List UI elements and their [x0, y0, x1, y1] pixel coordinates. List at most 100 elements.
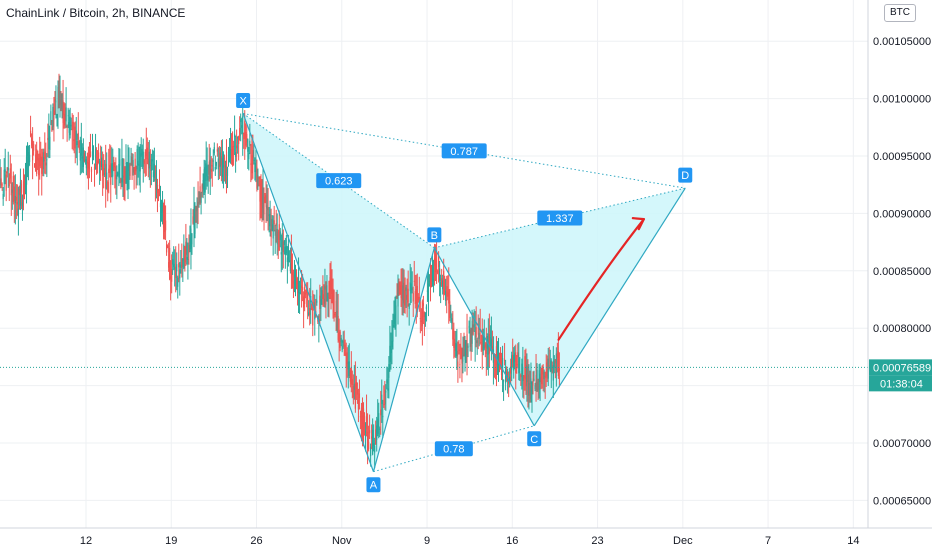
candle-body — [332, 288, 334, 305]
candle-body — [119, 159, 121, 166]
candle-body — [305, 292, 307, 295]
candle-body — [238, 135, 240, 145]
candle-body — [297, 271, 300, 294]
candle-body — [239, 127, 241, 136]
candle-body — [426, 290, 429, 292]
candle-body — [421, 301, 423, 327]
current-price-value: 0.00076589 — [873, 362, 931, 374]
candle-body — [522, 366, 524, 381]
candle-body — [76, 141, 78, 146]
candle-body — [428, 281, 431, 283]
candle-body — [431, 265, 434, 282]
x-tick-label: Nov — [332, 535, 352, 547]
candle-body — [457, 361, 459, 367]
candle-body — [23, 185, 26, 192]
candle-body — [80, 140, 82, 156]
candle-body — [512, 354, 514, 363]
candle-body — [140, 153, 142, 157]
candle-body — [171, 269, 173, 282]
candle-body — [10, 182, 12, 196]
candle-body — [404, 290, 406, 306]
candle-body — [360, 407, 363, 422]
candle-body — [363, 415, 366, 422]
candle-body — [57, 86, 59, 109]
candle-body — [154, 178, 157, 180]
candle-body — [546, 362, 548, 377]
candle-body — [419, 318, 421, 320]
candle-body — [460, 346, 462, 359]
candle-body — [528, 383, 530, 396]
candle-body — [83, 153, 85, 162]
candle-body — [172, 259, 174, 265]
candle-body — [280, 252, 282, 255]
candle-body — [362, 408, 365, 433]
candle-body — [274, 229, 276, 236]
currency-badge[interactable]: BTC — [884, 4, 916, 22]
candle-body — [162, 204, 165, 228]
candle-body — [221, 157, 224, 177]
candle-body — [551, 368, 553, 370]
candle-body — [134, 158, 136, 175]
leg-bc — [433, 247, 535, 427]
candle-body — [110, 163, 112, 185]
candle-body — [185, 241, 187, 255]
candle-body — [50, 111, 52, 125]
candle-body — [45, 162, 47, 166]
candle-body — [30, 137, 33, 146]
ratio-xb-text: 0.623 — [325, 176, 353, 188]
candle-body — [161, 201, 164, 212]
candle-body — [70, 124, 72, 127]
candle-body — [482, 335, 484, 351]
candle-body — [180, 264, 182, 268]
candle-body — [160, 202, 163, 213]
candle-body — [103, 168, 105, 175]
candle-body — [120, 179, 122, 183]
candle-body — [468, 325, 470, 328]
candle-body — [400, 285, 402, 298]
candle-body — [353, 383, 355, 390]
candle-body — [143, 160, 145, 164]
candle-body — [348, 361, 350, 376]
candle-body — [133, 166, 135, 173]
candle-body — [142, 151, 144, 167]
ratio-bd-box — [537, 210, 583, 226]
candle-body — [465, 342, 467, 360]
chart-title: ChainLink / Bitcoin, 2h, BINANCE — [6, 6, 186, 20]
candle-body — [184, 246, 186, 263]
candle-body — [481, 329, 483, 351]
candle-body — [471, 320, 473, 344]
projection-arrow[interactable] — [557, 217, 645, 341]
candle-body — [19, 182, 22, 206]
candle-body — [494, 368, 497, 370]
candle-body — [381, 394, 383, 405]
ratio-bd-text: 1.337 — [546, 213, 574, 225]
candle-body — [253, 159, 255, 161]
candle-body — [309, 308, 311, 316]
candle-body — [156, 185, 159, 194]
candle-body — [250, 163, 252, 165]
candle-body — [258, 177, 260, 179]
candle-body — [147, 158, 149, 166]
candle-body — [212, 160, 214, 162]
candle-body — [135, 166, 137, 172]
candle-body — [452, 328, 454, 340]
candle-body — [231, 146, 234, 166]
candle-body — [489, 337, 491, 339]
candle-body — [517, 352, 519, 358]
candle-body — [285, 246, 287, 254]
candle-body — [146, 147, 148, 160]
candle-body — [539, 373, 541, 382]
candle-body — [502, 379, 505, 382]
candle-body — [92, 158, 95, 160]
candle-body — [503, 359, 506, 362]
candle-body — [313, 302, 315, 309]
candle-body — [219, 152, 221, 167]
candle-body — [227, 151, 230, 157]
candle-body — [385, 390, 387, 393]
candle-body — [306, 288, 308, 293]
candle-body — [446, 286, 448, 297]
candle-body — [167, 245, 169, 248]
candle-body — [511, 355, 513, 370]
candle-body — [451, 318, 453, 324]
